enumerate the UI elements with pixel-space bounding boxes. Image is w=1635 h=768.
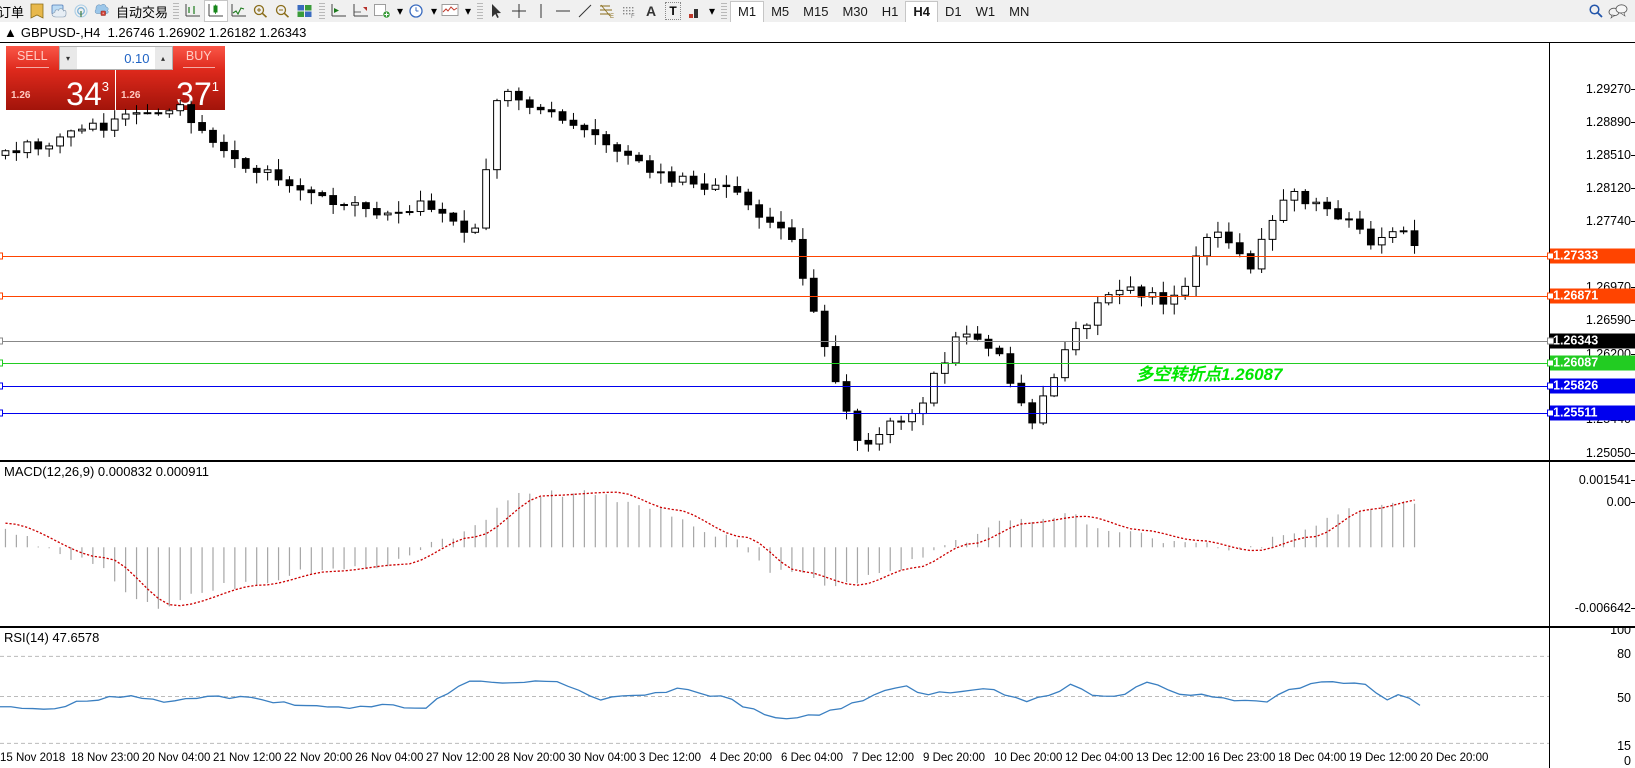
svg-text:F: F: [631, 14, 635, 19]
svg-text:E: E: [610, 14, 614, 19]
